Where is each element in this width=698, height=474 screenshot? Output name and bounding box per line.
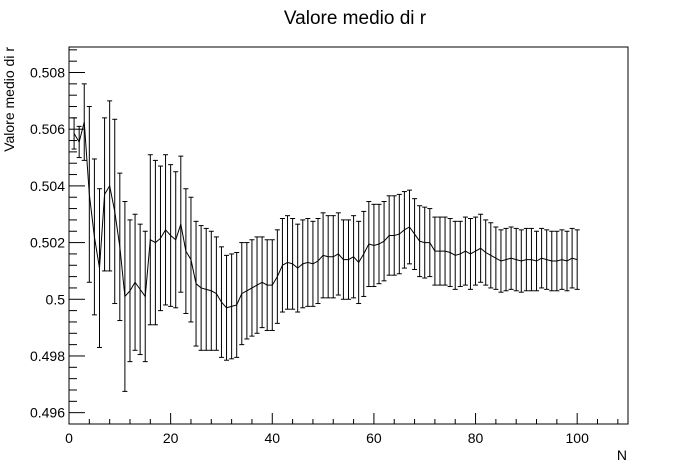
y-tick-label: 0.506 xyxy=(30,121,65,137)
y-tick-label: 0.498 xyxy=(30,348,65,364)
y-tick-label: 0.504 xyxy=(30,178,65,194)
chart-title: Valore medio di r xyxy=(284,8,427,29)
y-axis-label: Valore medio di r xyxy=(1,47,17,152)
series-line xyxy=(73,121,578,309)
y-tick-label: 0.502 xyxy=(30,235,65,251)
y-tick-label: 0.508 xyxy=(30,65,65,81)
x-tick-label: 60 xyxy=(366,430,382,446)
x-tick-label: 80 xyxy=(468,430,484,446)
y-tick-label: 0.5 xyxy=(46,291,66,307)
x-tick-label: 100 xyxy=(566,430,590,446)
x-tick-label: 0 xyxy=(65,430,73,446)
data-point xyxy=(574,229,580,290)
x-tick-label: 40 xyxy=(264,430,280,446)
y-tick-label: 0.496 xyxy=(30,405,65,421)
axis-ticks: 0 20 40 60 80 100 0.496 0.498 0.5 0.502 0.504 0.506… xyxy=(30,49,619,446)
x-axis-label: N xyxy=(617,447,627,463)
x-tick-label: 20 xyxy=(163,430,179,446)
plot-frame xyxy=(68,46,629,425)
